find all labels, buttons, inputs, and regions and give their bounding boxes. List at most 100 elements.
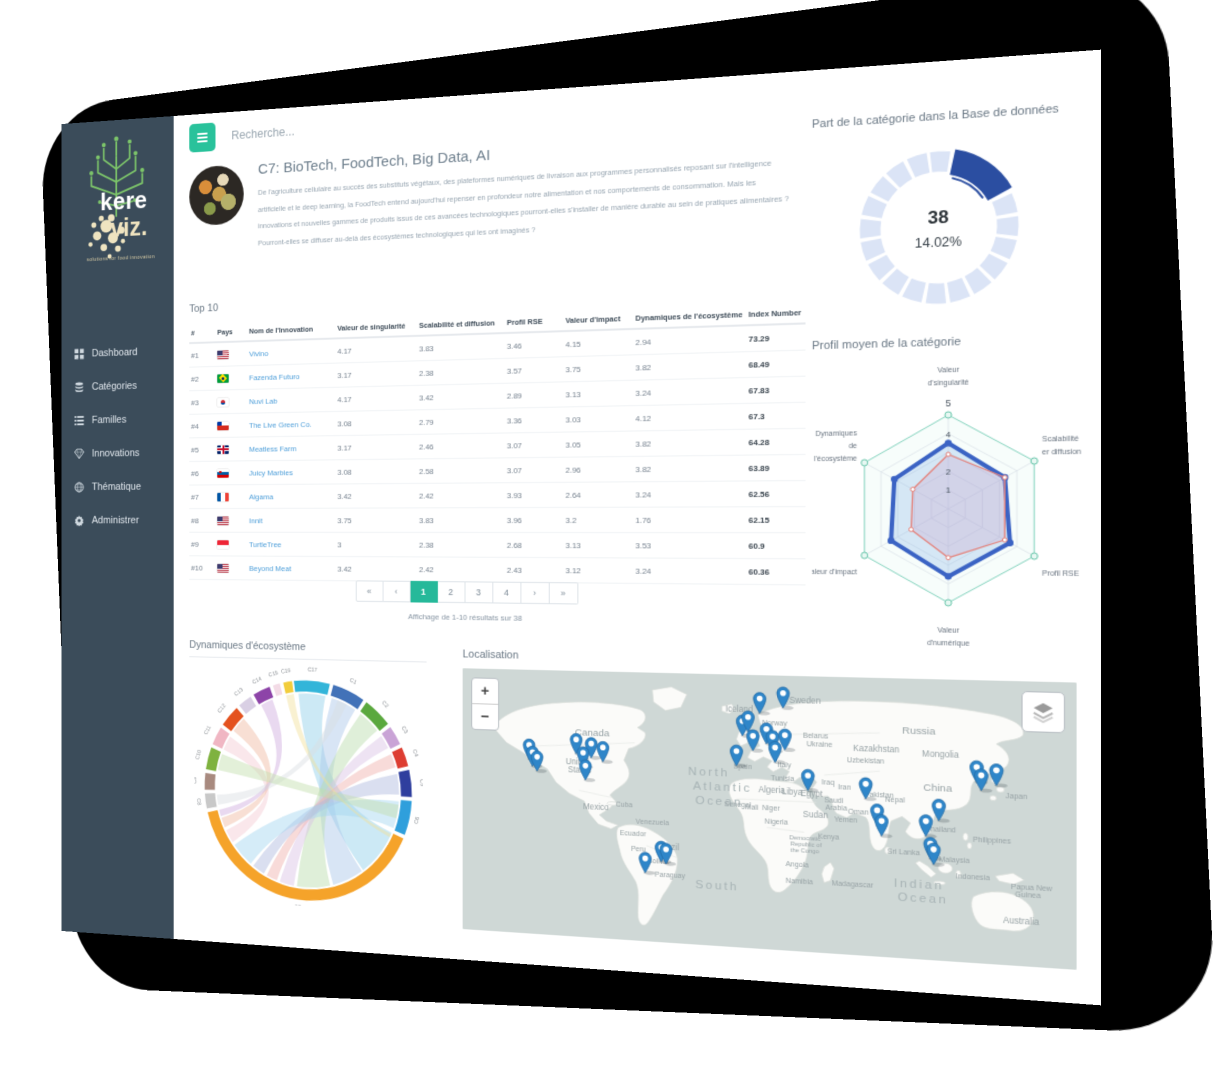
score-cell: 3.36 — [505, 407, 564, 433]
svg-text:de: de — [849, 443, 858, 451]
svg-text:China: China — [923, 780, 953, 794]
innovation-link[interactable]: Nuvi Lab — [249, 396, 277, 405]
svg-text:4: 4 — [946, 429, 951, 439]
innovation-link[interactable]: Innit — [249, 516, 262, 525]
chord-title: Dynamiques d'écosystème — [189, 639, 440, 656]
menu-toggle-button[interactable] — [189, 123, 215, 153]
svg-text:Valeur: Valeur — [937, 366, 960, 374]
score-cell: 2.94 — [633, 325, 746, 355]
database-icon — [74, 382, 84, 393]
page-button-3[interactable]: 3 — [465, 581, 493, 603]
svg-text:Scalabilité: Scalabilité — [1042, 435, 1079, 443]
pagination: «‹ 1 2 3 4 ›» — [355, 580, 578, 604]
innovation-link[interactable]: The Live Green Co. — [249, 420, 312, 430]
sidebar-item-familles[interactable]: Familles — [62, 402, 174, 438]
svg-text:14.02%: 14.02% — [915, 233, 963, 251]
sidebar-item-innovations[interactable]: Innovations — [62, 436, 174, 471]
svg-text:C17: C17 — [307, 667, 317, 674]
index-cell: 62.15 — [746, 507, 805, 533]
page-nav-button[interactable]: ‹ — [383, 581, 410, 603]
score-cell: 3.42 — [336, 557, 418, 582]
svg-text:South: South — [695, 878, 739, 893]
svg-text:C8: C8 — [195, 798, 201, 806]
svg-text:38: 38 — [928, 207, 949, 228]
innovation-link[interactable]: Algama — [249, 492, 273, 501]
sidebar-item-catgories[interactable]: Catégories — [62, 368, 174, 404]
svg-text:Niger: Niger — [762, 805, 780, 813]
innovation-link[interactable]: Juicy Marbles — [249, 468, 293, 477]
map-pin[interactable] — [753, 692, 770, 715]
innovation-link[interactable]: Vivino — [249, 349, 268, 358]
diamond-icon — [74, 448, 84, 459]
column-header: Valeur d'impact — [564, 309, 634, 332]
score-cell: 3.96 — [505, 507, 564, 532]
svg-text:Valeur: Valeur — [937, 627, 960, 635]
score-cell: 3 — [336, 532, 418, 557]
sidebar-item-administrer[interactable]: Administrer — [62, 504, 174, 538]
svg-text:Indonesia: Indonesia — [956, 873, 990, 883]
svg-text:Angola: Angola — [786, 861, 809, 870]
score-cell: 3.07 — [505, 432, 564, 458]
page-button-4[interactable]: 4 — [493, 582, 521, 604]
page-nav-button[interactable]: » — [549, 582, 578, 604]
score-cell: 3.42 — [336, 483, 418, 508]
score-cell: 3.07 — [505, 457, 564, 483]
svg-text:C6: C6 — [414, 816, 421, 825]
svg-text:Mexico: Mexico — [583, 802, 609, 813]
sidebar-item-thmatique[interactable]: Thématique — [62, 470, 174, 504]
sidebar-item-label: Thématique — [92, 481, 141, 493]
map-pin[interactable] — [730, 745, 747, 768]
world-map[interactable]: + − — [463, 668, 1077, 970]
score-cell: 4.12 — [633, 403, 746, 431]
innovation-link[interactable]: TurtleTree — [249, 540, 281, 549]
page-nav-button[interactable]: › — [521, 582, 549, 604]
score-cell: 3.46 — [505, 331, 564, 358]
score-cell: 3.08 — [336, 459, 418, 484]
table-row: #7 Algama 3.42 2.42 3.93 2.64 3.24 62.56 — [189, 481, 805, 509]
map-pin[interactable] — [927, 843, 945, 867]
zoom-out-button[interactable]: − — [472, 704, 498, 730]
main-content: Recherche... C7: BioTech, FoodTech, Big … — [174, 50, 1101, 1006]
page-button-1[interactable]: 1 — [410, 581, 437, 603]
map-card: Localisation + − — [463, 649, 1077, 970]
svg-text:C14: C14 — [252, 676, 263, 686]
column-header: # — [189, 323, 215, 343]
svg-text:5: 5 — [945, 397, 951, 408]
map-canvas: NorthAtlanticOceanSouth IndianOceanIcelan… — [463, 668, 1077, 970]
svg-text:Tunisia: Tunisia — [771, 775, 795, 784]
sidebar-item-dashboard[interactable]: Dashboard — [62, 334, 174, 371]
index-cell: 60.9 — [746, 533, 805, 559]
innovation-link[interactable]: Beyond Meat — [249, 564, 291, 573]
zoom-in-button[interactable]: + — [472, 678, 498, 704]
svg-text:Kenya: Kenya — [818, 833, 840, 842]
svg-text:Sri Lanka: Sri Lanka — [887, 849, 920, 858]
rank-cell: #9 — [189, 532, 215, 556]
innovation-link[interactable]: Meatless Farm — [249, 444, 296, 453]
score-cell: 3.05 — [564, 431, 634, 457]
svg-text:l'écosystème: l'écosystème — [814, 455, 858, 463]
score-cell: 3.12 — [564, 558, 634, 584]
score-cell: 3.83 — [417, 333, 505, 361]
score-cell: 2.46 — [417, 433, 505, 459]
rank-cell: #1 — [189, 342, 215, 367]
innovation-link[interactable]: Fazenda Futuro — [249, 372, 300, 382]
svg-text:Kazakhstan: Kazakhstan — [853, 743, 899, 755]
index-cell: 73.29 — [746, 323, 805, 351]
search-input[interactable]: Recherche... — [231, 125, 294, 143]
flag-br-icon — [217, 374, 228, 383]
donut-chart: 38 14.02% — [840, 120, 1091, 329]
score-cell: 3.13 — [564, 380, 634, 407]
score-cell: 3.17 — [336, 361, 418, 387]
rank-cell: #8 — [189, 509, 215, 533]
svg-text:2: 2 — [946, 467, 951, 477]
donut-card: Part de la catégorie dans la Base de don… — [812, 101, 1091, 331]
svg-text:Cuba: Cuba — [616, 801, 633, 809]
page-nav-button[interactable]: « — [355, 580, 383, 602]
score-cell: 2.42 — [417, 483, 505, 508]
svg-text:Nigeria: Nigeria — [765, 818, 789, 827]
score-cell: 3.53 — [633, 533, 746, 559]
page-button-2[interactable]: 2 — [437, 581, 465, 603]
flag-us-icon — [217, 564, 228, 573]
column-header: Profil RSE — [505, 311, 564, 333]
map-layers-button[interactable] — [1021, 691, 1065, 733]
